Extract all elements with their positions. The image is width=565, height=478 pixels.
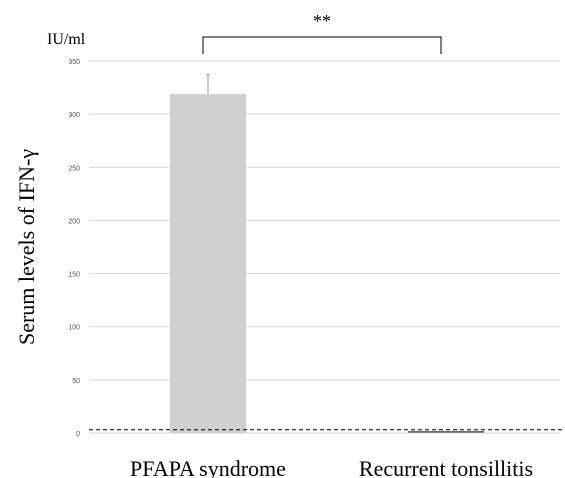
gridlines [89, 60, 560, 434]
significance-bracket [202, 36, 442, 54]
x-tick-label: PFAPA syndrome [130, 456, 286, 478]
significance-marker: ** [313, 11, 331, 31]
bar [170, 93, 246, 433]
bars [170, 93, 484, 433]
y-tick-label: 250 [68, 165, 80, 172]
y-tick-label: 150 [68, 272, 80, 279]
y-tick-label: 100 [68, 325, 80, 332]
y-tick-label: 200 [68, 218, 80, 225]
x-tick-label: Recurrent tonsillitis [359, 456, 533, 478]
y-tick-label: 50 [72, 378, 80, 385]
y-axis-label: Serum levels of IFN-γ [14, 149, 39, 345]
y-axis-unit: IU/ml [47, 31, 86, 48]
x-tick-labels: PFAPA syndrome Recurrent tonsillitis [130, 456, 533, 478]
y-tick-label: 0 [76, 431, 80, 438]
y-tick-label: 300 [68, 112, 80, 119]
y-tick-labels: 0 50 100 150 200 250 300 350 [68, 59, 80, 438]
y-tick-label: 350 [68, 59, 80, 66]
error-bars [206, 74, 210, 94]
